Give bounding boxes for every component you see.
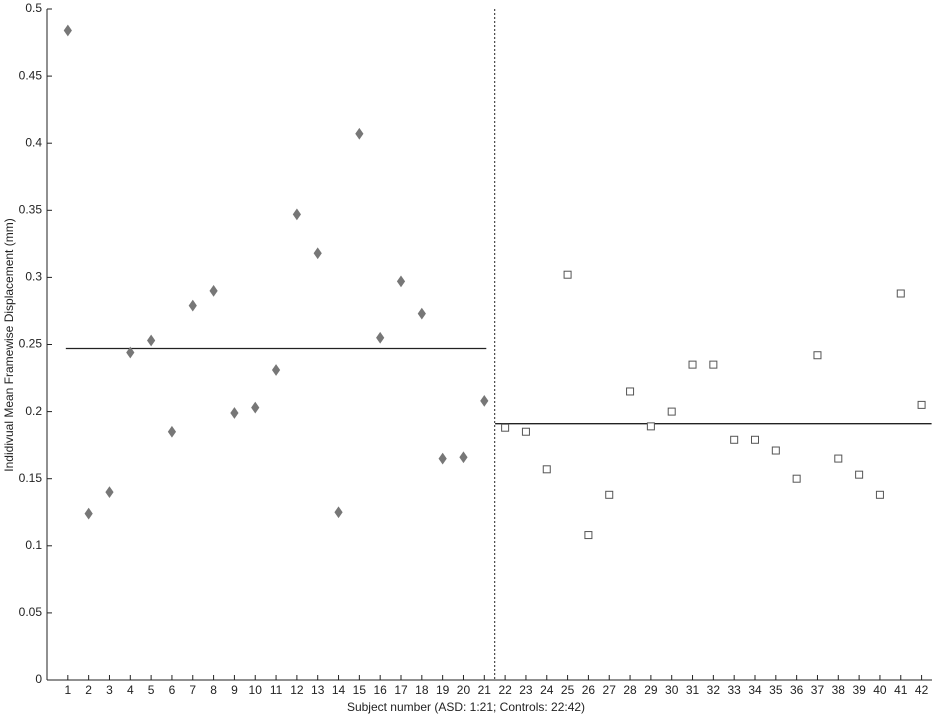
x-tick-label: 11 bbox=[270, 683, 283, 697]
x-tick-label: 27 bbox=[603, 683, 617, 697]
point bbox=[271, 364, 281, 376]
point bbox=[334, 506, 343, 519]
point bbox=[63, 24, 72, 37]
point bbox=[626, 387, 635, 396]
point bbox=[459, 451, 468, 464]
x-tick-label: 2 bbox=[85, 683, 92, 697]
point bbox=[542, 465, 551, 474]
y-axis-label: Indidivual Mean Framewise Displacement (… bbox=[2, 218, 16, 471]
x-tick-label: 26 bbox=[582, 683, 596, 697]
point bbox=[521, 427, 530, 436]
x-tick-label: 35 bbox=[769, 683, 783, 697]
point bbox=[771, 446, 780, 455]
point bbox=[834, 454, 843, 463]
x-tick-label: 22 bbox=[498, 683, 512, 697]
x-tick-label: 34 bbox=[748, 683, 762, 697]
y-tick-label: 0.3 bbox=[25, 270, 42, 284]
x-tick-label: 18 bbox=[415, 683, 429, 697]
y-tick-label: 0.05 bbox=[19, 605, 43, 619]
x-tick-label: 21 bbox=[478, 683, 492, 697]
x-tick-label: 38 bbox=[832, 683, 846, 697]
point bbox=[230, 407, 239, 419]
x-tick-label: 25 bbox=[561, 683, 575, 697]
x-tick-label: 4 bbox=[127, 683, 134, 697]
x-tick-label: 29 bbox=[644, 683, 658, 697]
x-tick-label: 40 bbox=[873, 683, 887, 697]
point bbox=[438, 452, 447, 465]
point bbox=[209, 284, 218, 297]
y-tick-label: 0.45 bbox=[19, 68, 43, 82]
x-tick-label: 12 bbox=[290, 683, 304, 697]
y-tick-label: 0 bbox=[35, 672, 42, 686]
point bbox=[896, 289, 905, 298]
x-tick-label: 19 bbox=[436, 683, 450, 697]
x-tick-label: 13 bbox=[311, 683, 325, 697]
x-tick-label: 31 bbox=[686, 683, 700, 697]
point bbox=[875, 490, 884, 499]
point bbox=[501, 423, 510, 432]
point bbox=[688, 360, 697, 369]
point bbox=[126, 346, 135, 359]
point bbox=[730, 435, 739, 444]
x-tick-label: 8 bbox=[210, 683, 217, 697]
y-tick-label: 0.2 bbox=[25, 404, 42, 418]
point bbox=[813, 351, 822, 360]
y-tick-label: 0.25 bbox=[19, 337, 43, 351]
point bbox=[480, 394, 489, 407]
point bbox=[84, 507, 93, 520]
point bbox=[147, 334, 156, 347]
point bbox=[417, 307, 426, 320]
x-tick-label: 3 bbox=[106, 683, 113, 697]
x-tick-label: 42 bbox=[915, 683, 929, 697]
point bbox=[292, 208, 301, 221]
x-tick-label: 7 bbox=[189, 683, 196, 697]
point bbox=[792, 474, 801, 483]
x-tick-label: 41 bbox=[894, 683, 908, 697]
y-tick-label: 0.5 bbox=[25, 1, 42, 15]
point bbox=[188, 299, 197, 312]
x-tick-label: 32 bbox=[707, 683, 721, 697]
point bbox=[105, 486, 114, 498]
y-tick-label: 0.15 bbox=[19, 471, 43, 485]
x-tick-label: 36 bbox=[790, 683, 804, 697]
x-tick-label: 24 bbox=[540, 683, 554, 697]
x-tick-label: 28 bbox=[623, 683, 637, 697]
point bbox=[584, 531, 593, 540]
point bbox=[313, 247, 322, 260]
point bbox=[563, 270, 572, 279]
point bbox=[667, 407, 676, 416]
x-axis-label: Subject number (ASD: 1:21; Controls: 22:… bbox=[347, 700, 585, 714]
point bbox=[376, 331, 385, 344]
x-tick-label: 15 bbox=[353, 683, 367, 697]
point bbox=[396, 275, 406, 288]
point bbox=[167, 425, 177, 438]
x-tick-label: 23 bbox=[519, 683, 533, 697]
y-tick-label: 0.4 bbox=[25, 135, 42, 149]
y-tick-label: 0.35 bbox=[19, 202, 43, 216]
x-tick-label: 39 bbox=[852, 683, 866, 697]
x-tick-label: 10 bbox=[249, 683, 263, 697]
point bbox=[355, 127, 364, 140]
x-tick-label: 37 bbox=[811, 683, 825, 697]
x-tick-label: 14 bbox=[332, 683, 346, 697]
point bbox=[646, 422, 655, 431]
x-tick-label: 16 bbox=[373, 683, 387, 697]
point bbox=[751, 435, 759, 444]
point bbox=[917, 400, 926, 409]
x-tick-label: 6 bbox=[169, 683, 176, 697]
point bbox=[855, 470, 864, 479]
x-tick-label: 9 bbox=[231, 683, 238, 697]
point bbox=[251, 401, 260, 414]
x-tick-label: 33 bbox=[727, 683, 741, 697]
x-tick-label: 17 bbox=[394, 683, 408, 697]
point bbox=[709, 360, 718, 369]
x-tick-label: 1 bbox=[64, 683, 71, 697]
x-tick-label: 30 bbox=[665, 683, 679, 697]
x-tick-label: 5 bbox=[148, 683, 155, 697]
x-tick-label: 20 bbox=[457, 683, 471, 697]
y-tick-label: 0.1 bbox=[25, 538, 42, 552]
point bbox=[605, 490, 614, 499]
